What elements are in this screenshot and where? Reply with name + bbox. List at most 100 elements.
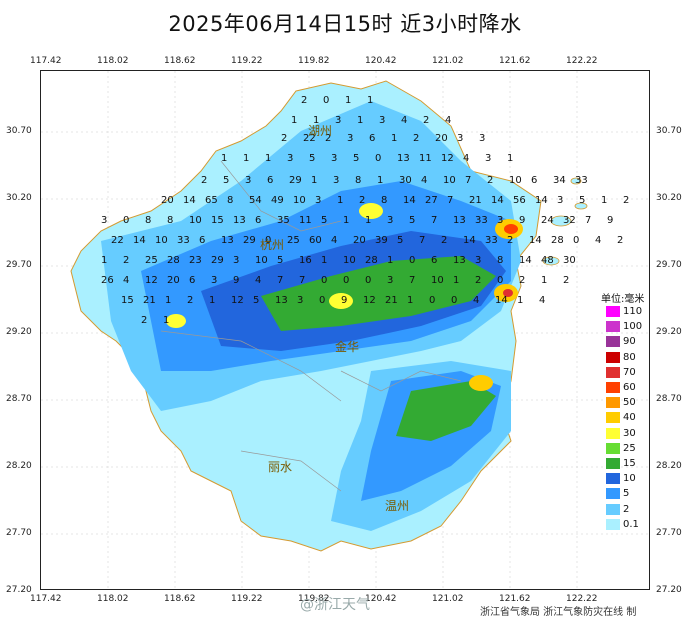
station-value: 10 — [343, 255, 356, 266]
lon-tick-bottom: 121.62 — [499, 594, 531, 604]
station-value: 0 — [319, 295, 325, 306]
station-value: 1 — [313, 115, 319, 126]
city-label-huzhou: 湖州 — [308, 124, 333, 138]
footer-credit: 浙江省气象局 浙江气象防灾在线 制 — [480, 607, 637, 618]
station-value: 1 — [367, 95, 373, 106]
station-value: 2 — [187, 295, 193, 306]
station-value: 33 — [485, 235, 498, 246]
station-value: 3 — [287, 153, 293, 164]
lon-tick-top: 118.62 — [164, 56, 196, 66]
legend-label: 5 — [623, 488, 630, 500]
legend-label: 70 — [623, 366, 636, 378]
station-value: 1 — [311, 175, 317, 186]
station-value: 13 — [221, 235, 234, 246]
lat-tick-left: 27.70 — [6, 528, 32, 538]
station-value: 1 — [291, 115, 297, 126]
station-value: 25 — [145, 255, 158, 266]
legend-swatch — [606, 412, 620, 424]
station-value: 7 — [277, 275, 283, 286]
station-value: 10 — [443, 175, 456, 186]
station-value: 12 — [231, 295, 244, 306]
precipitation-map: 2 0 1 11 1 3 1 3 4 2 42 22 2 3 6 1 2 20 3 31 1 1 3 5 3 5 0 13 11 12 4 3… — [41, 71, 649, 589]
lat-tick-left: 28.20 — [6, 461, 32, 471]
station-value: 0 — [375, 153, 381, 164]
lon-tick-bottom: 117.42 — [30, 594, 62, 604]
station-value: 2 — [423, 115, 429, 126]
station-value: 33 — [475, 215, 488, 226]
station-value: 2 — [281, 133, 287, 144]
station-value: 1 — [221, 153, 227, 164]
station-value: 15 — [121, 295, 134, 306]
lat-tick-right: 28.20 — [656, 461, 682, 471]
lon-tick-top: 117.42 — [30, 56, 62, 66]
rain-core-ne-peak — [504, 224, 518, 234]
station-value: 4 — [539, 295, 545, 306]
station-value: 8 — [355, 175, 361, 186]
station-value: 11 — [419, 153, 432, 164]
station-value: 25 — [287, 235, 300, 246]
lon-tick-top: 119.22 — [231, 56, 263, 66]
station-value: 5 — [321, 215, 327, 226]
legend-title: 单位:毫米 — [601, 294, 645, 305]
lat-tick-right: 27.70 — [656, 528, 682, 538]
station-value: 0 — [343, 275, 349, 286]
station-value: 4 — [401, 115, 407, 126]
station-value: 39 — [375, 235, 388, 246]
station-value: 3 — [379, 115, 385, 126]
station-value: 7 — [447, 195, 453, 206]
station-value: 7 — [585, 215, 591, 226]
station-value: 0 — [497, 275, 503, 286]
station-value: 1 — [517, 295, 523, 306]
station-value: 4 — [255, 275, 261, 286]
station-value: 48 — [541, 255, 554, 266]
station-value: 7 — [431, 215, 437, 226]
station-value: 7 — [465, 175, 471, 186]
station-value: 14 — [183, 195, 196, 206]
station-value: 0 — [365, 275, 371, 286]
station-value: 5 — [353, 153, 359, 164]
station-value: 27 — [425, 195, 438, 206]
city-label-jinhua: 金华 — [335, 340, 360, 354]
lat-tick-left: 28.70 — [6, 394, 32, 404]
legend-swatch — [606, 397, 620, 409]
station-value: 3 — [331, 153, 337, 164]
station-value: 6 — [267, 175, 273, 186]
station-value: 2 — [475, 275, 481, 286]
station-value: 2 — [623, 195, 629, 206]
legend-swatch — [606, 306, 620, 317]
station-value: 13 — [233, 215, 246, 226]
station-value: 3 — [335, 115, 341, 126]
station-value: 5 — [223, 175, 229, 186]
station-value: 9 — [519, 215, 525, 226]
station-value: 20 — [353, 235, 366, 246]
band-15mm — [261, 256, 496, 331]
station-value: 54 — [249, 195, 262, 206]
station-value: 0 — [265, 235, 271, 246]
station-value: 14 — [535, 195, 548, 206]
station-value: 2 — [413, 133, 419, 144]
legend-swatch — [606, 351, 620, 363]
station-value: 6 — [431, 255, 437, 266]
legend-swatch — [606, 503, 620, 515]
station-value: 20 — [161, 195, 174, 206]
station-value: 6 — [189, 275, 195, 286]
legend-swatch — [606, 518, 620, 530]
station-value: 2 — [519, 275, 525, 286]
city-label-wenzhou: 温州 — [385, 499, 410, 513]
lat-tick-left: 29.70 — [6, 260, 32, 270]
station-value: 29 — [289, 175, 302, 186]
station-value: 9 — [607, 215, 613, 226]
city-label-lishui: 丽水 — [268, 460, 293, 474]
station-value: 7 — [419, 235, 425, 246]
station-value: 1 — [391, 133, 397, 144]
station-value: 2 — [201, 175, 207, 186]
station-value: 3 — [315, 195, 321, 206]
legend-swatch — [606, 473, 620, 485]
station-value: 1 — [407, 295, 413, 306]
station-value: 2 — [487, 175, 493, 186]
legend-swatch — [606, 321, 620, 333]
station-value: 1 — [343, 215, 349, 226]
station-value: 1 — [377, 175, 383, 186]
station-value: 15 — [211, 215, 224, 226]
legend-label: 110 — [623, 306, 643, 317]
